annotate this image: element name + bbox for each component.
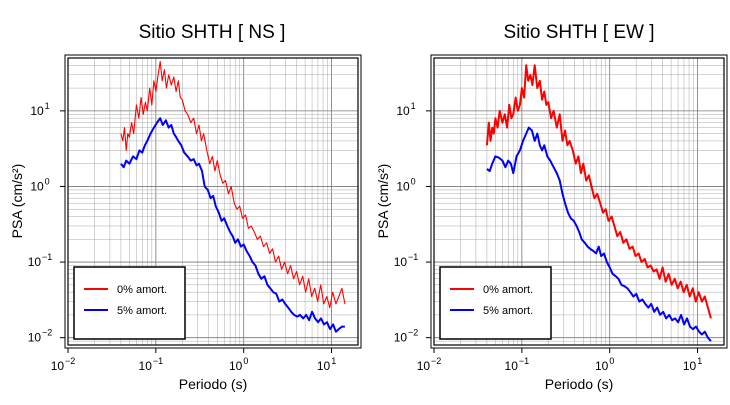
x-tick-label: 101 <box>683 356 702 373</box>
x-tick-label: 101 <box>317 356 336 373</box>
x-tick-label: 10−1 <box>505 356 530 373</box>
y-tick-label: 10−1 <box>394 252 419 269</box>
series-line-ew-5pct <box>486 126 712 342</box>
plot-frame-ns <box>67 57 359 346</box>
y-tick-label: 100 <box>30 176 49 193</box>
y-tick-label: 100 <box>396 176 415 193</box>
x-tick-label: 100 <box>595 356 614 373</box>
legend-ew: 0% amort. 5% amort. <box>439 266 552 340</box>
y-tick-label: 101 <box>30 101 49 118</box>
y-tick-label: 10−2 <box>394 328 419 345</box>
series-line-ns-5pct <box>120 117 345 333</box>
x-tick-label: 10−1 <box>139 356 164 373</box>
series-line-ns-0pct <box>120 60 346 309</box>
y-axis-label-ew: PSA (cm/s²) <box>375 164 391 239</box>
plot-outer-frame-ns <box>64 54 362 349</box>
x-axis-label-ns: Periodo (s) <box>179 376 247 392</box>
plot-frame-ew <box>433 57 725 346</box>
legend-box <box>439 266 552 340</box>
x-tick-label: 10−2 <box>51 356 76 373</box>
legend-label: 0% amort. <box>483 284 533 296</box>
legend-label: 5% amort. <box>483 305 533 317</box>
y-axis-label-ns: PSA (cm/s²) <box>9 164 25 239</box>
chart-title-ew: Sitio SHTH [ EW ] <box>504 22 655 43</box>
chart-title-ns: Sitio SHTH [ NS ] <box>139 22 286 43</box>
y-tick-label: 101 <box>396 101 415 118</box>
legend-label: 0% amort. <box>117 284 167 296</box>
y-tick-label: 10−2 <box>28 328 53 345</box>
chart-panel-ns: Sitio SHTH [ NS ] 10−2 10−1 100 101 10−2 10−1… <box>9 22 362 392</box>
plot-outer-frame-ew <box>430 54 728 349</box>
series-line-ew-0pct <box>485 64 712 319</box>
chart-panel-ew: Sitio SHTH [ EW ] 10−2 10−1 100 101 10−2 10−1… <box>375 22 728 392</box>
legend-box <box>73 266 186 340</box>
x-tick-label: 100 <box>229 356 248 373</box>
x-axis-label-ew: Periodo (s) <box>545 376 613 392</box>
y-tick-label: 10−1 <box>28 252 53 269</box>
legend-ns: 0% amort. 5% amort. <box>73 266 186 340</box>
legend-label: 5% amort. <box>117 305 167 317</box>
x-tick-label: 10−2 <box>417 356 442 373</box>
